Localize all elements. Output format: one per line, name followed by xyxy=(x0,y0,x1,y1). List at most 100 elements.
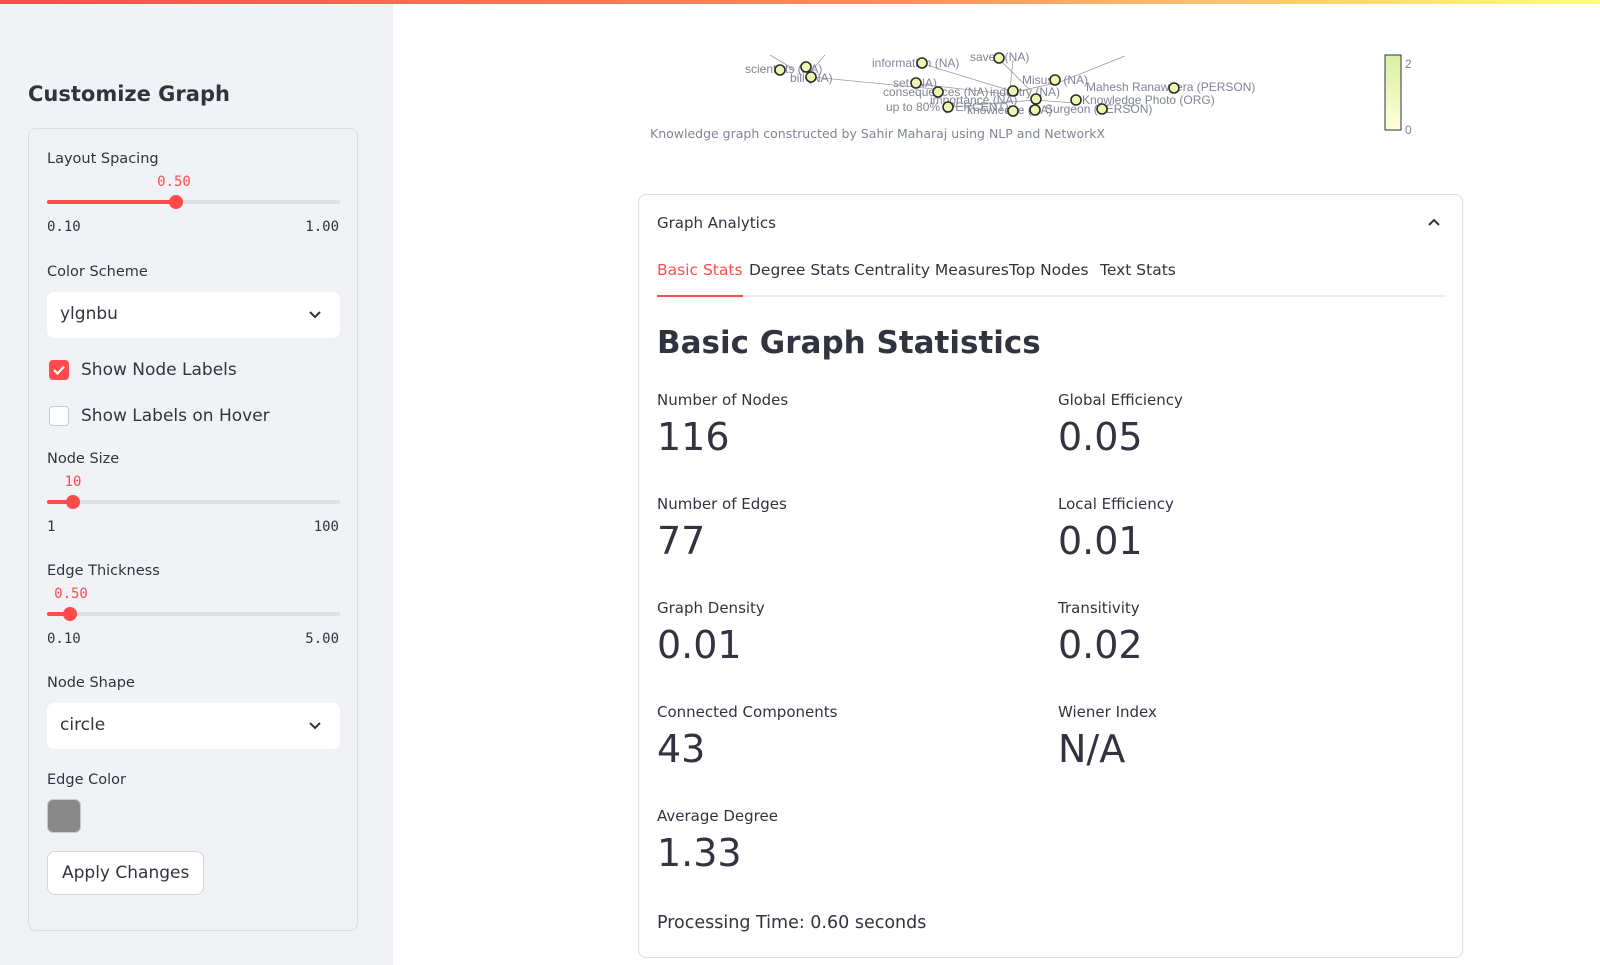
node-label-information: information (NA) xyxy=(872,56,959,70)
metric-label: Number of Nodes xyxy=(657,391,789,409)
layout-spacing-thumb[interactable] xyxy=(168,195,183,209)
node-size-label: Node Size xyxy=(47,451,120,467)
tab-degree-stats[interactable]: Degree Stats xyxy=(749,261,850,279)
graph-node xyxy=(993,52,1005,64)
node-size-slider[interactable] xyxy=(47,495,340,509)
metric-edges: Number of Edges 77 xyxy=(657,495,787,563)
colorbar-tick-top: 2 xyxy=(1405,57,1412,71)
edge-thickness-thumb[interactable] xyxy=(63,607,78,621)
metric-value: 0.01 xyxy=(1058,519,1143,563)
show-labels-on-hover-checkbox[interactable]: Show Labels on Hover xyxy=(49,405,270,427)
basic-stats-heading: Basic Graph Statistics xyxy=(657,325,1041,361)
edge-thickness-max: 5.00 xyxy=(305,631,339,647)
layout-spacing-label: Layout Spacing xyxy=(47,151,159,167)
graph-node xyxy=(800,61,812,73)
graph-node xyxy=(1070,94,1082,106)
graph-edge xyxy=(999,59,1031,91)
node-shape-value: circle xyxy=(60,715,106,735)
color-scheme-value: ylgnbu xyxy=(60,304,118,324)
metric-label: Graph Density xyxy=(657,599,765,617)
graph-node xyxy=(1168,82,1180,94)
node-label-knowledge-photo: Knowledge Photo (ORG) xyxy=(1082,93,1215,107)
graph-node xyxy=(942,101,954,113)
analytics-tabs: Basic Stats Degree Stats Centrality Meas… xyxy=(657,259,1446,297)
edge-thickness-slider[interactable] xyxy=(47,607,340,621)
expander-title[interactable]: Graph Analytics xyxy=(657,214,776,232)
color-scheme-select[interactable]: ylgnbu xyxy=(47,292,340,338)
layout-spacing-min: 0.10 xyxy=(47,219,81,235)
metric-value: 0.02 xyxy=(1058,623,1143,667)
graph-node xyxy=(1030,93,1042,105)
metric-transitivity: Transitivity 0.02 xyxy=(1058,599,1143,667)
layout-spacing-value: 0.50 xyxy=(157,174,191,190)
node-shape-select[interactable]: circle xyxy=(47,703,340,749)
show-node-labels-checkbox[interactable]: Show Node Labels xyxy=(49,359,237,381)
chevron-down-icon xyxy=(309,722,321,730)
node-shape-label: Node Shape xyxy=(47,675,135,691)
metric-value: N/A xyxy=(1058,727,1126,771)
graph-nodes xyxy=(774,52,1180,117)
metric-value: 0.05 xyxy=(1058,415,1143,459)
metric-label: Global Efficiency xyxy=(1058,391,1183,409)
edge-thickness-label: Edge Thickness xyxy=(47,563,160,579)
metric-label: Average Degree xyxy=(657,807,778,825)
graph-edges xyxy=(769,54,1126,108)
graph-edge xyxy=(1009,59,1014,91)
graph-edge xyxy=(769,54,796,71)
metric-label: Local Efficiency xyxy=(1058,495,1174,513)
metric-label: Number of Edges xyxy=(657,495,787,513)
metric-label: Wiener Index xyxy=(1058,703,1157,721)
node-size-thumb[interactable] xyxy=(66,495,81,509)
graph-analytics-expander: Graph Analytics Basic Stats Degree Stats… xyxy=(638,194,1463,958)
layout-spacing-max: 1.00 xyxy=(305,219,339,235)
colorbar-tick-bottom: 0 xyxy=(1405,123,1412,137)
node-size-fill xyxy=(47,500,74,504)
metric-local-efficiency: Local Efficiency 0.01 xyxy=(1058,495,1174,563)
graph-edge xyxy=(949,99,1036,108)
graph-node xyxy=(1096,103,1108,115)
tab-top-nodes[interactable]: Top Nodes xyxy=(1009,261,1089,279)
graph-node xyxy=(916,57,928,69)
edge-thickness-value: 0.50 xyxy=(54,586,88,602)
graph-caption: Knowledge graph constructed by Sahir Mah… xyxy=(650,126,1106,141)
graph-node xyxy=(1029,104,1041,116)
graph-edge xyxy=(811,76,946,91)
metric-avg-degree: Average Degree 1.33 xyxy=(657,807,778,875)
show-node-labels-label: Show Node Labels xyxy=(81,360,237,380)
graph-edge xyxy=(917,83,1016,96)
graph-edge xyxy=(1059,55,1126,83)
edge-thickness-min: 0.10 xyxy=(47,631,81,647)
node-size-min: 1 xyxy=(47,519,56,535)
metric-value: 77 xyxy=(657,519,706,563)
node-size-max: 100 xyxy=(313,519,339,535)
top-decoration-bar xyxy=(0,0,1600,4)
apply-changes-button[interactable]: Apply Changes xyxy=(47,851,205,895)
tab-centrality-measures[interactable]: Centrality Measures xyxy=(854,261,1009,279)
tab-text-stats[interactable]: Text Stats xyxy=(1100,261,1176,279)
processing-time: Processing Time: 0.60 seconds xyxy=(657,913,927,933)
metric-label: Connected Components xyxy=(657,703,838,721)
metric-label: Transitivity xyxy=(1058,599,1140,617)
colorbar xyxy=(1384,54,1402,131)
sidebar: Customize Graph Layout Spacing 0.50 0.10… xyxy=(0,4,393,965)
graph-node xyxy=(1049,74,1061,86)
tab-basic-stats[interactable]: Basic Stats xyxy=(657,261,743,297)
knowledge-graph-plot[interactable]: scientists (NA) bill (NA) information (N… xyxy=(640,50,1440,150)
metric-density: Graph Density 0.01 xyxy=(657,599,765,667)
color-scheme-label: Color Scheme xyxy=(47,264,148,280)
graph-edge xyxy=(922,63,1016,93)
layout-spacing-slider[interactable] xyxy=(47,195,340,209)
graph-edge xyxy=(1034,99,1076,104)
metric-value: 116 xyxy=(657,415,730,459)
edge-color-picker[interactable] xyxy=(47,799,81,833)
graph-node xyxy=(805,71,817,83)
chevron-up-icon[interactable] xyxy=(1426,215,1442,231)
graph-node xyxy=(1007,105,1019,117)
graph-node xyxy=(910,77,922,89)
checkbox-unchecked-icon xyxy=(49,406,69,426)
metric-value: 43 xyxy=(657,727,706,771)
metric-value: 0.01 xyxy=(657,623,742,667)
metric-global-efficiency: Global Efficiency 0.05 xyxy=(1058,391,1183,459)
show-labels-on-hover-label: Show Labels on Hover xyxy=(81,406,270,426)
node-size-value: 10 xyxy=(64,474,82,490)
